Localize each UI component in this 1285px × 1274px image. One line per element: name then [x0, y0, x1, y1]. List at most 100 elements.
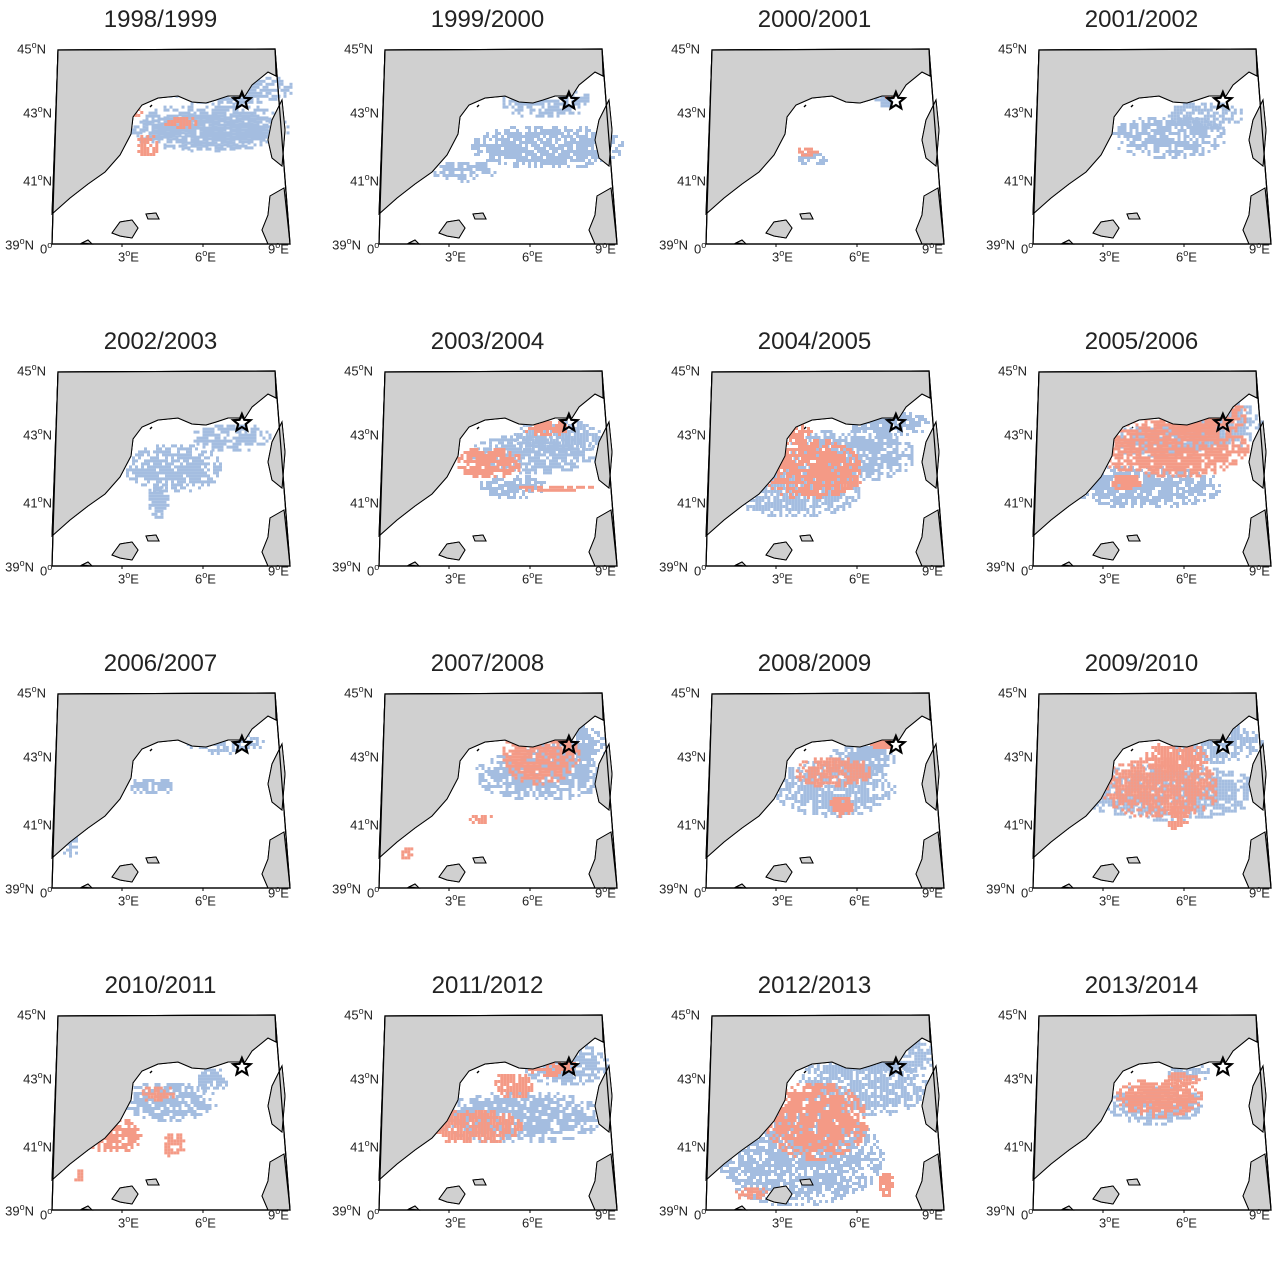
anomaly-cell	[567, 165, 570, 168]
anomaly-cell	[834, 460, 837, 463]
anomaly-cell	[804, 454, 807, 457]
anomaly-cell	[227, 98, 230, 101]
anomaly-cell	[571, 451, 574, 454]
anomaly-cell	[218, 106, 221, 109]
anomaly-cell	[143, 119, 146, 122]
anomaly-cell	[180, 444, 183, 447]
anomaly-cell	[902, 451, 905, 454]
anomaly-cell	[543, 129, 546, 132]
anomaly-cell	[528, 456, 531, 459]
lat-tick-45: 45oN	[329, 362, 373, 378]
anomaly-cell	[1189, 124, 1192, 127]
anomaly-cell	[540, 129, 543, 132]
anomaly-cell	[534, 471, 537, 474]
anomaly-cell	[1145, 147, 1148, 150]
anomaly-cell	[221, 106, 224, 109]
anomaly-cell	[197, 137, 200, 140]
anomaly-cell	[555, 430, 558, 433]
anomaly-cell	[141, 471, 144, 474]
anomaly-cell	[476, 454, 479, 457]
anomaly-cell	[546, 456, 549, 459]
anomaly-cell	[803, 505, 806, 508]
anomaly-cell	[198, 468, 201, 471]
anomaly-cell	[555, 135, 558, 138]
anomaly-cell	[497, 448, 500, 451]
anomaly-cell	[152, 150, 155, 153]
anomaly-cell	[516, 475, 519, 478]
anomaly-cell	[188, 134, 191, 137]
anomaly-cell	[1130, 129, 1133, 132]
anomaly-cell	[168, 468, 171, 471]
anomaly-cell	[162, 471, 165, 474]
anomaly-cell	[488, 466, 491, 469]
anomaly-cell	[195, 447, 198, 450]
anomaly-cell	[819, 466, 822, 469]
anomaly-cell	[179, 140, 182, 143]
anomaly-cell	[132, 468, 135, 471]
anomaly-cell	[592, 439, 595, 442]
anomaly-cell	[795, 439, 798, 442]
anomaly-cell	[849, 457, 852, 460]
anomaly-cell	[908, 457, 911, 460]
anomaly-cell	[564, 138, 567, 141]
anomaly-cell	[263, 95, 266, 98]
anomaly-cell	[540, 156, 543, 159]
anomaly-cell	[552, 147, 555, 150]
anomaly-cell	[561, 489, 564, 492]
anomaly-cell	[791, 508, 794, 511]
anomaly-cell	[884, 448, 887, 451]
anomaly-cell	[203, 431, 206, 434]
anomaly-cell	[1192, 106, 1195, 109]
anomaly-cell	[162, 468, 165, 471]
anomaly-cell	[885, 427, 888, 430]
anomaly-cell	[539, 112, 542, 115]
anomaly-cell	[1196, 132, 1199, 135]
anomaly-cell	[1130, 126, 1133, 129]
anomaly-cell	[1133, 141, 1136, 144]
anomaly-cell	[516, 447, 519, 450]
anomaly-cell	[1219, 115, 1222, 118]
anomaly-cell	[887, 445, 890, 448]
anomaly-cell	[567, 132, 570, 135]
anomaly-cell	[1166, 120, 1169, 123]
anomaly-cell	[860, 445, 863, 448]
anomaly-cell	[549, 427, 552, 430]
anomaly-cell	[504, 138, 507, 141]
anomaly-cell	[549, 421, 552, 424]
anomaly-cell	[549, 153, 552, 156]
anomaly-cell	[188, 123, 191, 126]
anomaly-cell	[577, 424, 580, 427]
anomaly-cell	[881, 472, 884, 475]
anomaly-cell	[164, 123, 167, 126]
anomaly-cell	[135, 459, 138, 462]
anomaly-cell	[528, 471, 531, 474]
anomaly-cell	[209, 137, 212, 140]
anomaly-cell	[557, 112, 560, 115]
anomaly-cell	[564, 459, 567, 462]
anomaly-cell	[1151, 135, 1154, 138]
anomaly-cell	[801, 159, 804, 162]
anomaly-cell	[1186, 112, 1189, 115]
anomaly-cell	[529, 436, 532, 439]
anomaly-cell	[1145, 129, 1148, 132]
anomaly-cell	[1171, 118, 1174, 121]
anomaly-cell	[809, 505, 812, 508]
anomaly-cell	[260, 95, 263, 98]
anomaly-cell	[180, 477, 183, 480]
anomaly-cell	[203, 109, 206, 112]
anomaly-cell	[443, 174, 446, 177]
anomaly-cell	[561, 486, 564, 489]
anomaly-cell	[489, 441, 492, 444]
anomaly-cell	[621, 141, 624, 144]
anomaly-cell	[501, 478, 504, 481]
anomaly-cell	[1195, 106, 1198, 109]
anomaly-cell	[558, 433, 561, 436]
anomaly-cell	[266, 95, 269, 98]
anomaly-cell	[1204, 118, 1207, 121]
anomaly-cell	[591, 153, 594, 156]
anomaly-cell	[1177, 109, 1180, 112]
anomaly-cell	[875, 457, 878, 460]
anomaly-cell	[257, 443, 260, 446]
anomaly-cell	[257, 95, 260, 98]
anomaly-cell	[518, 103, 521, 106]
